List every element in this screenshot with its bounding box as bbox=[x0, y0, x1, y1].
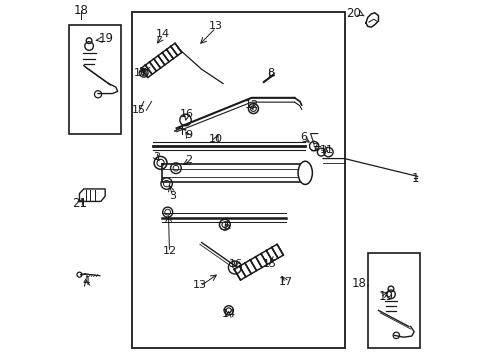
Text: 2: 2 bbox=[185, 156, 192, 165]
Text: 13: 13 bbox=[192, 280, 206, 291]
Bar bbox=[367, 253, 419, 348]
Text: 19: 19 bbox=[378, 289, 393, 303]
Text: 19: 19 bbox=[99, 32, 114, 45]
Text: 21: 21 bbox=[72, 197, 87, 210]
Text: 4: 4 bbox=[82, 275, 90, 288]
Text: 14: 14 bbox=[156, 28, 170, 39]
Text: 3: 3 bbox=[169, 191, 176, 201]
Ellipse shape bbox=[298, 161, 312, 184]
Text: 16: 16 bbox=[228, 259, 242, 269]
Text: 8: 8 bbox=[267, 68, 274, 78]
Bar bbox=[132, 12, 344, 348]
Text: 14: 14 bbox=[221, 309, 235, 319]
Bar bbox=[69, 24, 121, 134]
Text: 9: 9 bbox=[185, 130, 192, 140]
Text: 18: 18 bbox=[351, 277, 366, 290]
Text: 15: 15 bbox=[132, 105, 146, 115]
Text: 12: 12 bbox=[162, 247, 176, 256]
Text: 16: 16 bbox=[179, 109, 193, 119]
Text: 20: 20 bbox=[345, 8, 360, 21]
Text: 2: 2 bbox=[153, 152, 160, 162]
Text: 1: 1 bbox=[410, 172, 418, 185]
Text: 11: 11 bbox=[319, 145, 333, 155]
Text: 12: 12 bbox=[244, 100, 258, 110]
Text: 5: 5 bbox=[223, 221, 230, 231]
Text: 6: 6 bbox=[299, 132, 306, 142]
Text: 10: 10 bbox=[208, 134, 223, 144]
Text: 17: 17 bbox=[278, 277, 292, 287]
Text: 17: 17 bbox=[134, 68, 148, 78]
Text: 13: 13 bbox=[208, 21, 223, 31]
Text: 15: 15 bbox=[262, 259, 276, 269]
Text: 7: 7 bbox=[310, 143, 317, 153]
Text: 18: 18 bbox=[73, 4, 88, 17]
